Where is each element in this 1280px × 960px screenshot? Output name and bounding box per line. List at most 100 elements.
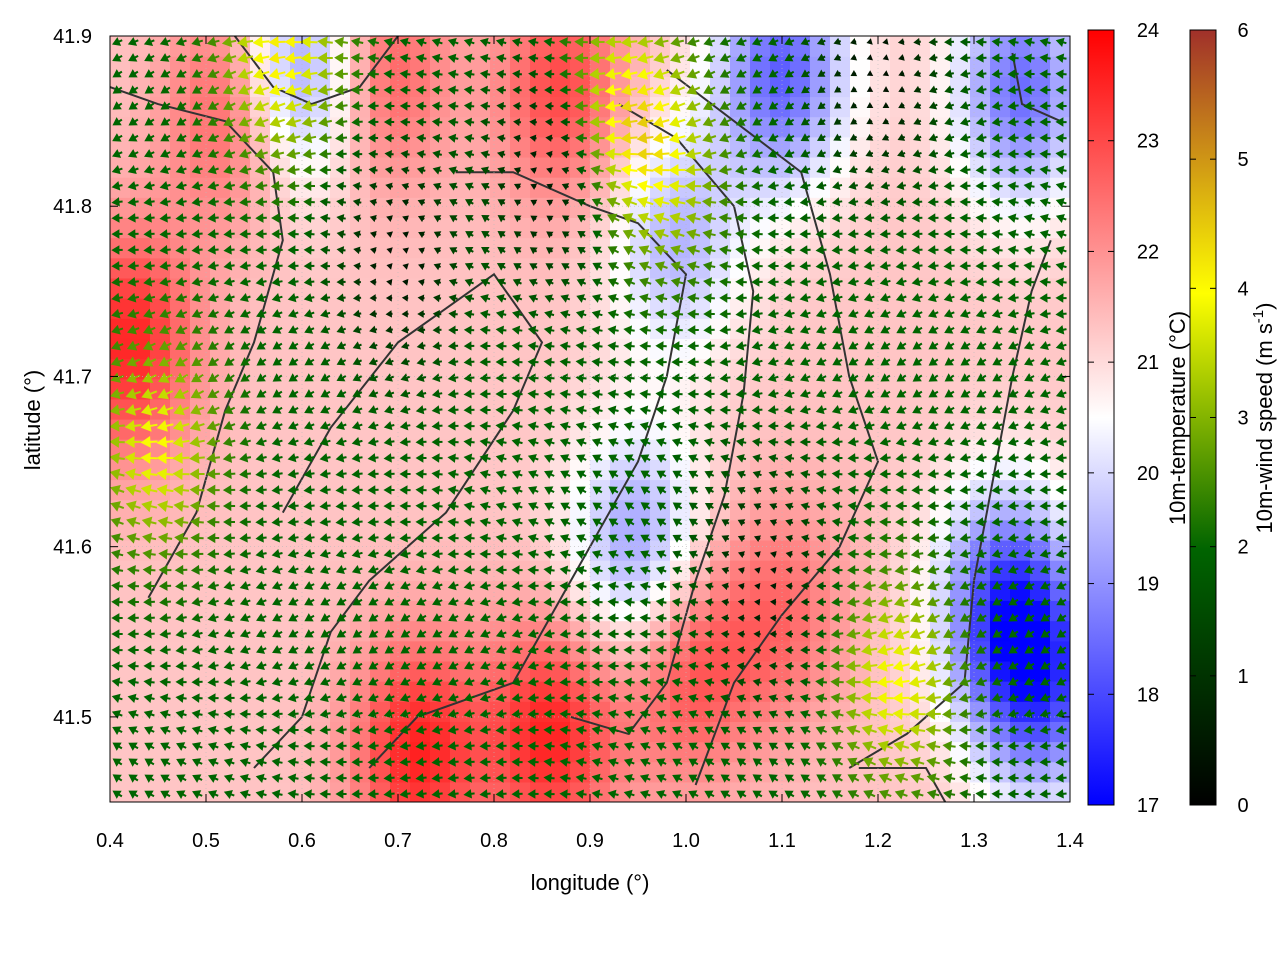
heatmap-cell [410, 519, 431, 541]
heatmap-cell [810, 56, 831, 77]
wind-arrow [190, 532, 204, 544]
wind-arrow [207, 613, 219, 623]
wind-arrow [175, 725, 187, 736]
heatmap-cell [910, 156, 931, 178]
wind-arrow [191, 340, 204, 350]
heatmap-cell [470, 177, 491, 198]
wind-arrow [175, 229, 187, 239]
y-axis-label: latitude (°) [20, 370, 45, 471]
wind-arrow [143, 261, 155, 271]
heatmap-cell [470, 257, 491, 279]
heatmap-cell [410, 660, 431, 682]
heatmap-cell [650, 217, 671, 239]
wind-arrow [191, 356, 204, 367]
heatmap-cell [150, 459, 171, 481]
heatmap-cell [830, 76, 851, 98]
heatmap-cell [710, 640, 731, 662]
heatmap-cell [490, 298, 511, 319]
heatmap-cell [810, 277, 831, 299]
heatmap-cell [330, 378, 351, 400]
heatmap-cell [890, 76, 911, 98]
wind-arrow [173, 500, 189, 512]
wind-arrow [175, 693, 187, 703]
heatmap-cell [250, 660, 271, 682]
heatmap-cell [510, 177, 531, 198]
heatmap-cell [290, 560, 311, 581]
heatmap-cell [510, 36, 531, 57]
heatmap-cell [950, 197, 971, 219]
heatmap-cell [510, 116, 531, 138]
boundary-contour-line [848, 239, 1052, 769]
wind-arrow [465, 231, 474, 239]
heatmap-cell [150, 640, 171, 662]
heatmap-cell [1010, 640, 1031, 662]
wind-arrow [737, 551, 745, 558]
heatmap-cell [410, 277, 431, 299]
wind-arrow [144, 101, 155, 110]
heatmap-cell [210, 136, 231, 158]
wind-arrow [385, 199, 393, 207]
wind-arrow [160, 101, 171, 110]
wind-arrow [156, 468, 174, 480]
wind-arrow [191, 661, 203, 671]
wind-arrow [142, 532, 157, 544]
wind-arrow [191, 292, 203, 303]
heatmap-cell [490, 217, 511, 239]
heatmap-cell [510, 620, 531, 642]
heatmap-cell [450, 560, 471, 581]
heatmap-cell [210, 257, 231, 279]
wind-arrow [882, 70, 890, 77]
heatmap-cell [1010, 237, 1031, 259]
wind-arrow [142, 580, 156, 592]
heatmap-cell [510, 419, 531, 440]
heatmap-cell [950, 398, 971, 420]
heatmap-cell [850, 56, 871, 77]
heatmap-cell [430, 378, 451, 400]
heatmap-cell [550, 479, 571, 501]
heatmap-cell [990, 600, 1011, 622]
wind-arrow [156, 484, 174, 496]
wind-arrow [144, 774, 155, 783]
heatmap-cell [470, 398, 491, 420]
wind-arrow [882, 38, 889, 45]
wind-arrow [112, 85, 123, 94]
wind-arrow [112, 790, 123, 799]
wind-arrow [207, 164, 219, 175]
heatmap-cell [670, 580, 691, 602]
heatmap-cell [850, 177, 871, 198]
heatmap-cell [650, 539, 671, 561]
wind-arrow [173, 484, 190, 497]
heatmap-cell [350, 257, 371, 279]
wind-arrow [127, 645, 139, 655]
wind-arrow [849, 133, 858, 141]
wind-arrow [124, 468, 142, 480]
heatmap-cell [410, 56, 431, 77]
wind-arrow [144, 149, 155, 158]
heatmap-cell [950, 177, 971, 198]
heatmap-cell [750, 156, 771, 178]
heatmap-cell [250, 419, 271, 440]
wind-arrow [546, 215, 554, 223]
heatmap-cell [270, 539, 291, 561]
heatmap-cell [210, 177, 231, 198]
heatmap-cell [750, 76, 771, 98]
heatmap-cell [630, 560, 651, 581]
heatmap-cell [750, 177, 771, 198]
wind-arrow [128, 101, 139, 110]
heatmap-cell [410, 419, 431, 440]
heatmap-cell [710, 560, 731, 581]
heatmap-cell [690, 640, 711, 662]
heatmap-cell [230, 197, 251, 219]
wind-arrow [159, 709, 171, 719]
heatmap-cell [190, 600, 211, 622]
heatmap-cell [510, 600, 531, 622]
heatmap-cell [890, 298, 911, 319]
wind-arrow [207, 116, 220, 126]
heatmap-cell [870, 398, 891, 420]
wind-arrow [191, 181, 203, 191]
colorbar-tick-label: 22 [1137, 241, 1159, 263]
wind-arrow [385, 294, 393, 302]
heatmap-cell [330, 459, 351, 481]
heatmap-cell [310, 781, 331, 802]
wind-arrow [141, 388, 158, 400]
